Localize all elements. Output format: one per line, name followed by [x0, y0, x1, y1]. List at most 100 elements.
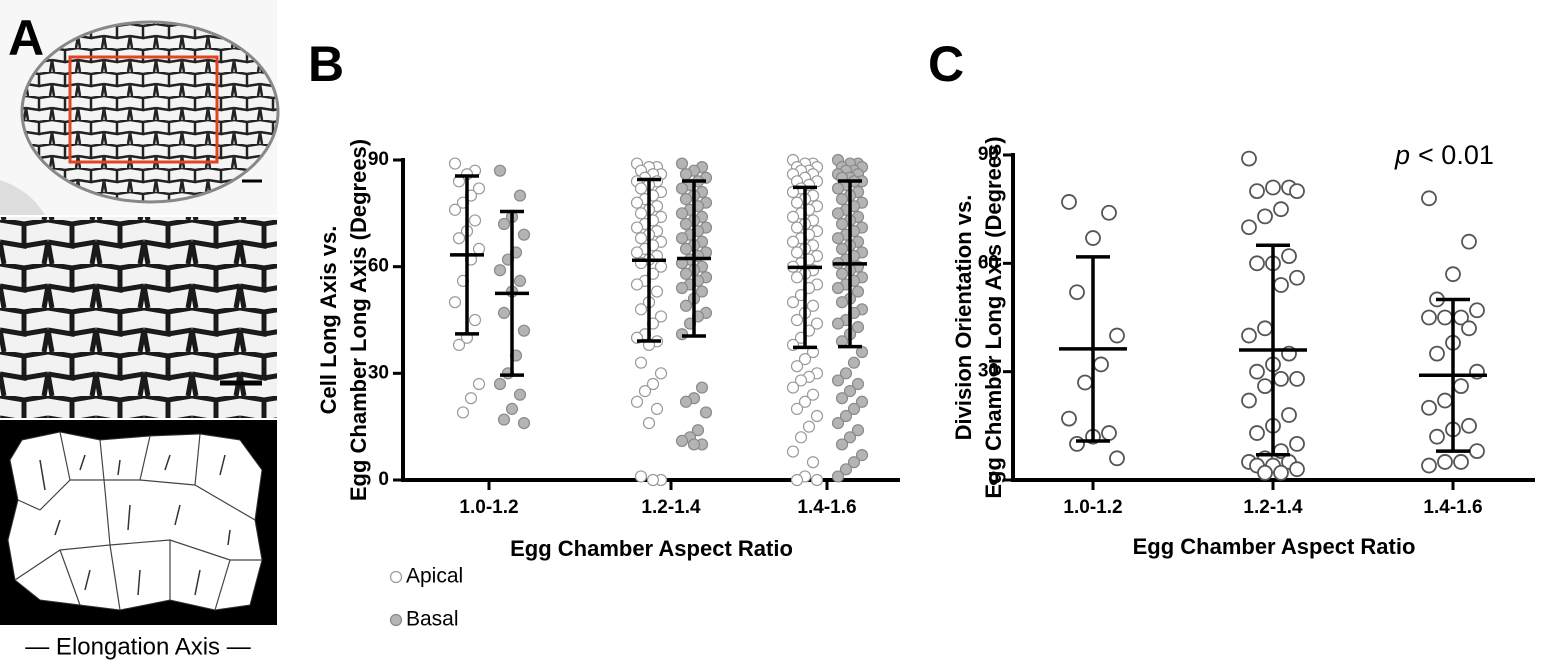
- y-axis-title: Egg Chamber Long Axis (Degrees): [346, 139, 371, 501]
- panel-a-images: — Elongation Axis —: [0, 0, 280, 660]
- data-point: [847, 402, 861, 415]
- data-point: [1257, 464, 1273, 481]
- data-point: [472, 242, 486, 255]
- data-point: [831, 207, 845, 220]
- data-point: [472, 182, 486, 195]
- data-point: [675, 232, 689, 245]
- data-point: [675, 157, 689, 170]
- data-point: [835, 193, 849, 206]
- data-point: [505, 402, 519, 415]
- egg-chamber: [20, 20, 280, 204]
- data-point: [630, 278, 644, 291]
- data-point: [851, 377, 865, 391]
- data-point: [1289, 370, 1305, 387]
- data-point: [835, 242, 849, 255]
- data-point: [517, 417, 531, 430]
- y-tick-label: 60: [368, 256, 389, 277]
- y-axis-title: Egg Chamber Long Axis (Degrees): [981, 136, 1006, 498]
- data-point: [1445, 266, 1461, 283]
- data-point: [630, 395, 644, 408]
- data-point: [695, 285, 709, 298]
- data-point: [687, 438, 701, 451]
- data-point: [634, 232, 648, 245]
- image-middle: [0, 217, 277, 418]
- y-tick-label: 90: [368, 149, 389, 170]
- data-point: [831, 470, 845, 483]
- data-point: [1289, 269, 1305, 286]
- data-point: [1421, 457, 1437, 474]
- data-point: [790, 271, 804, 284]
- cell-borders: [14, 431, 262, 611]
- data-point: [630, 246, 644, 259]
- data-point: [794, 431, 808, 444]
- panel-label: A: [8, 10, 44, 66]
- data-point: [798, 395, 812, 408]
- annotation-text: < 0.01: [1418, 140, 1494, 170]
- data-point: [786, 296, 800, 309]
- data-point: [634, 356, 648, 369]
- data-point: [699, 406, 713, 419]
- data-point: [630, 196, 644, 209]
- roi-box: [68, 55, 219, 164]
- data-point: [835, 267, 849, 280]
- data-point: [1421, 309, 1437, 326]
- data-point: [630, 221, 644, 234]
- data-point: [679, 299, 693, 312]
- data-point: [675, 182, 689, 195]
- data-point: [1273, 370, 1289, 387]
- y-axis-title: Cell Long Axis vs.: [316, 226, 341, 415]
- data-point: [642, 417, 656, 430]
- data-point: [1241, 150, 1257, 167]
- data-point: [835, 217, 849, 231]
- x-tick-label: 1.0-1.2: [1063, 497, 1122, 518]
- data-point: [679, 395, 693, 408]
- data-point: [831, 417, 845, 430]
- data-point: [1257, 208, 1273, 225]
- data-point: [679, 217, 693, 231]
- data-point: [1273, 201, 1289, 218]
- data-point: [1265, 179, 1281, 196]
- data-point: [1257, 320, 1273, 337]
- data-point: [1289, 461, 1305, 478]
- data-point: [1241, 219, 1257, 236]
- data-point: [1069, 435, 1085, 452]
- data-point: [790, 473, 804, 487]
- data-point: [831, 232, 845, 245]
- data-point: [679, 267, 693, 280]
- data-point: [1281, 407, 1297, 423]
- annotation: p < 0.01: [1394, 140, 1494, 170]
- y-axis-title: Division Orientation vs.: [951, 195, 976, 441]
- data-point: [1289, 435, 1305, 452]
- data-point: [835, 296, 849, 309]
- data-point: [851, 321, 865, 334]
- data-point: [1469, 302, 1485, 319]
- data-point: [831, 374, 845, 387]
- data-point: [790, 221, 804, 234]
- data-point: [452, 338, 466, 351]
- axis-lines: [39, 454, 231, 596]
- data-point: [638, 385, 652, 398]
- legend-swatch: [389, 570, 403, 584]
- data-point: [1437, 392, 1453, 409]
- annotation-italic: p: [1394, 140, 1410, 170]
- data-point: [810, 473, 824, 487]
- data-point: [634, 182, 648, 195]
- data-point: [472, 377, 486, 391]
- data-point: [1249, 255, 1265, 272]
- data-point: [646, 473, 660, 487]
- data-point: [831, 317, 845, 330]
- data-point: [691, 424, 705, 437]
- data-point: [786, 210, 800, 223]
- data-point: [675, 281, 689, 295]
- x-tick-label: 1.0-1.2: [459, 497, 518, 518]
- data-point: [646, 377, 660, 391]
- neighbor: [0, 180, 45, 215]
- data-point: [634, 303, 648, 316]
- data-point: [654, 310, 668, 323]
- data-point: [456, 406, 470, 419]
- data-point: [1101, 425, 1117, 441]
- data-point: [468, 313, 482, 327]
- data-point: [1101, 204, 1117, 221]
- data-point: [517, 228, 531, 241]
